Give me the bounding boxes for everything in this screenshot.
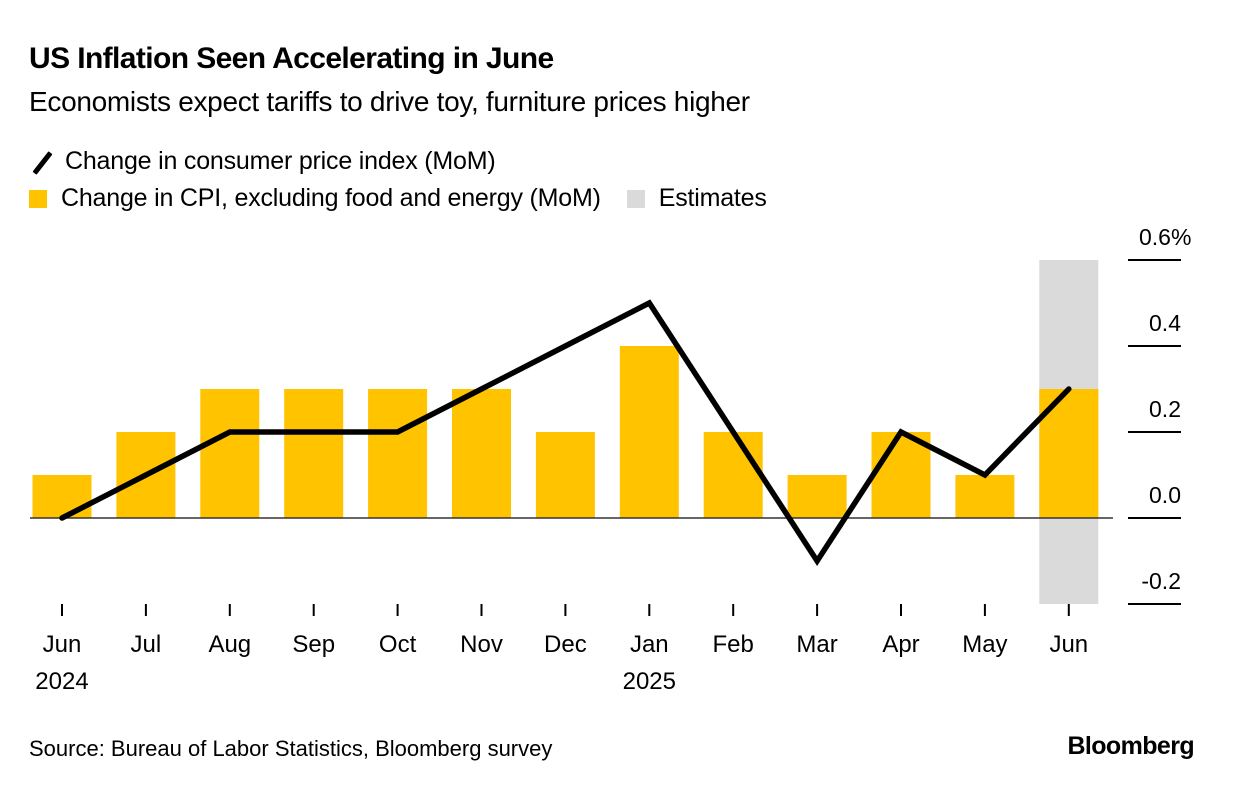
bar-series-core bbox=[32, 346, 1099, 518]
bar-nov-5 bbox=[452, 389, 511, 518]
cpi-line bbox=[59, 299, 1072, 567]
bar-apr-10 bbox=[871, 432, 931, 518]
y-tick-label: 0.2 bbox=[1149, 396, 1181, 422]
chart-title: US Inflation Seen Accelerating in June bbox=[29, 42, 554, 75]
bar-jan-7 bbox=[619, 346, 679, 518]
x-tick-label: Mar bbox=[796, 631, 837, 658]
chart-subtitle: Economists expect tariffs to drive toy, … bbox=[29, 86, 750, 117]
bar-aug-2 bbox=[200, 389, 260, 518]
x-axis: Jun 2024 Jul Aug Sep Oct Nov Dec Jan 2025 Feb Mar Ap… bbox=[35, 604, 1088, 695]
x-tick-label: Apr bbox=[882, 631, 919, 658]
bar-may-11 bbox=[955, 475, 1015, 518]
x-tick-label: Jan bbox=[630, 631, 669, 658]
bar-mar-9 bbox=[787, 475, 847, 518]
y-tick-label: -0.2 bbox=[1141, 568, 1181, 594]
x-year-label: 2024 bbox=[35, 668, 88, 695]
bar-oct-4 bbox=[368, 389, 428, 518]
x-tick-label: Sep bbox=[292, 631, 335, 658]
gray-square-icon bbox=[626, 189, 645, 208]
legend-item-cpi: Change in consumer price index (MoM) bbox=[29, 147, 496, 176]
legend-item-core: Change in CPI, excluding food and energy… bbox=[29, 184, 767, 213]
y-tick-label: 0.4 bbox=[1149, 310, 1181, 336]
line-series-cpi bbox=[59, 299, 1072, 567]
x-tick-label: Oct bbox=[379, 631, 417, 658]
x-tick-label: Jul bbox=[131, 631, 162, 658]
x-tick-label: Jun bbox=[1049, 631, 1088, 658]
bloomberg-logo: Bloomberg bbox=[1067, 732, 1194, 760]
x-tick-label: Nov bbox=[460, 631, 503, 658]
bar-jun-0 bbox=[32, 475, 92, 518]
x-tick-label: Feb bbox=[713, 631, 754, 658]
y-axis: 0.6% 0.4 0.2 0.0 -0.2 bbox=[1128, 224, 1191, 605]
bar-sep-3 bbox=[284, 389, 344, 518]
x-tick-label: Jun bbox=[43, 631, 82, 658]
x-tick-label: Dec bbox=[544, 631, 587, 658]
x-tick-label: Aug bbox=[208, 631, 251, 658]
bar-dec-6 bbox=[535, 432, 595, 518]
legend-label-estimates: Estimates bbox=[658, 184, 767, 212]
y-tick-label: 0.6% bbox=[1139, 224, 1191, 250]
x-tick-label: May bbox=[962, 631, 1007, 658]
x-year-label: 2025 bbox=[623, 668, 676, 695]
source-note: Source: Bureau of Labor Statistics, Bloo… bbox=[29, 736, 553, 761]
legend-label-core: Change in CPI, excluding food and energy… bbox=[61, 184, 601, 212]
bar-feb-8 bbox=[703, 432, 763, 518]
y-tick-label: 0.0 bbox=[1149, 482, 1181, 508]
yellow-square-icon bbox=[29, 189, 47, 208]
legend-label-cpi: Change in consumer price index (MoM) bbox=[65, 147, 496, 175]
